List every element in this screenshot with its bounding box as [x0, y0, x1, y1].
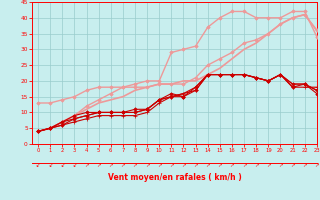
X-axis label: Vent moyen/en rafales ( km/h ): Vent moyen/en rafales ( km/h ) — [108, 173, 241, 182]
